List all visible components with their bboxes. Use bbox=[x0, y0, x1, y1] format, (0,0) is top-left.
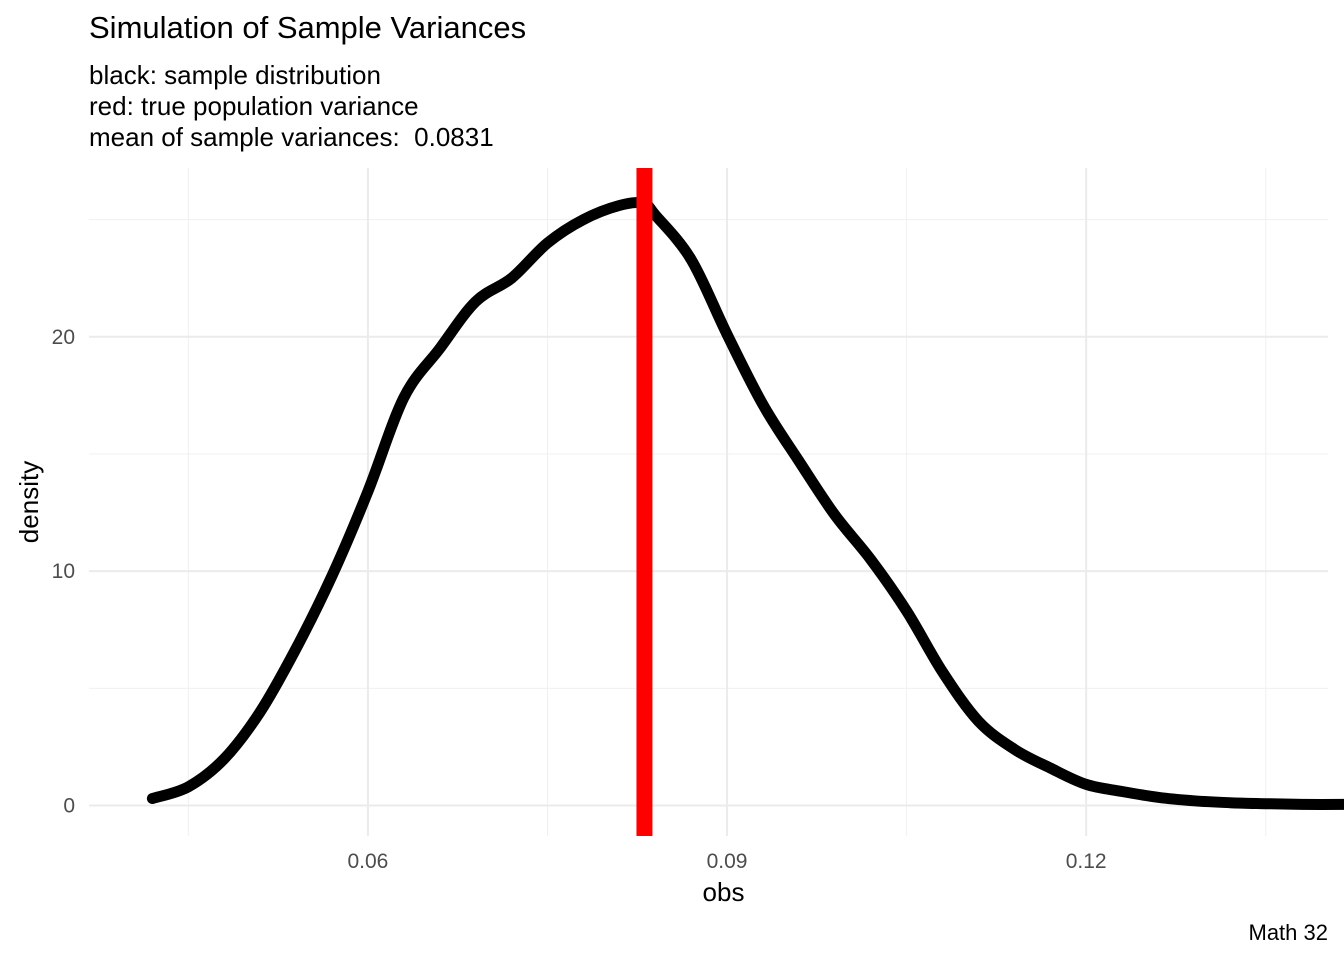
chart-title: Simulation of Sample Variances bbox=[89, 10, 527, 45]
x-tick-label: 0.09 bbox=[707, 850, 748, 873]
chart-caption: Math 32 bbox=[1248, 920, 1329, 945]
y-tick-label: 20 bbox=[52, 326, 75, 349]
grid bbox=[89, 168, 1328, 836]
x-axis-title: obs bbox=[703, 877, 745, 907]
data-marks bbox=[146, 168, 1344, 836]
y-axis-title: density bbox=[14, 461, 44, 543]
tick-labels: 0.06 0.09 0.12 0 10 20 bbox=[52, 326, 1107, 873]
y-tick-label: 10 bbox=[52, 560, 75, 583]
subtitle-line-sample: black: sample distribution bbox=[89, 60, 381, 90]
x-tick-label: 0.12 bbox=[1066, 850, 1107, 873]
x-tick-label: 0.06 bbox=[347, 850, 388, 873]
y-tick-label: 0 bbox=[63, 795, 75, 818]
density-curve bbox=[146, 197, 1344, 810]
subtitle-line-population: red: true population variance bbox=[89, 91, 419, 121]
chart-subtitle: black: sample distribution red: true pop… bbox=[89, 60, 494, 153]
subtitle-line-mean: mean of sample variances: 0.0831 bbox=[89, 122, 494, 152]
